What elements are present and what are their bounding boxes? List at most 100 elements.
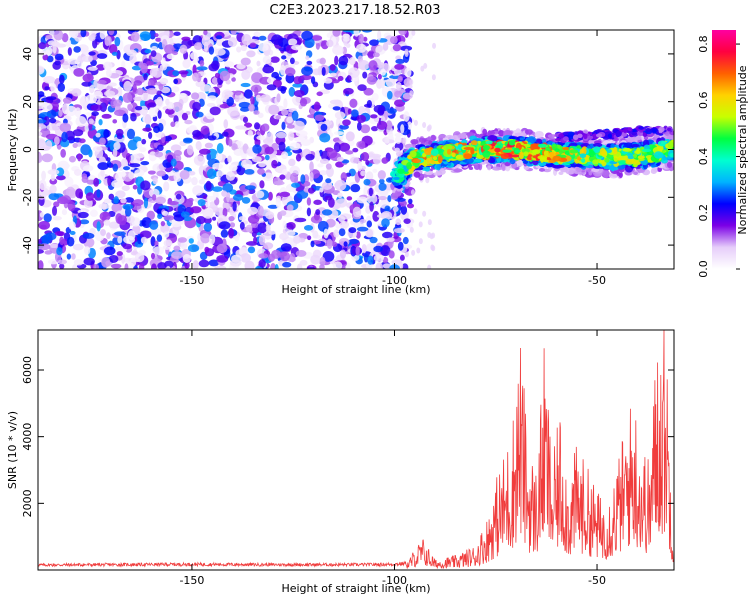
heatmap-cell — [315, 42, 320, 50]
heatmap-cell — [337, 75, 344, 82]
heatmap-cell — [293, 90, 305, 98]
heatmap-cell — [192, 72, 199, 82]
heatmap-cell — [134, 241, 144, 248]
heatmap-cell — [426, 137, 432, 141]
heatmap-cell — [73, 259, 84, 266]
heatmap-cell — [281, 55, 287, 60]
heatmap-cell — [155, 196, 166, 205]
heatmap-cell — [436, 162, 441, 171]
heatmap-cell — [363, 253, 369, 263]
heatmap-cell — [207, 95, 217, 101]
heatmap-cell — [375, 61, 385, 68]
heatmap-cell — [57, 82, 66, 92]
heatmap-cell — [323, 77, 333, 84]
heatmap-cell — [413, 171, 421, 178]
heatmap-cell — [310, 76, 316, 85]
heatmap-cell — [244, 122, 253, 128]
heatmap-cell — [397, 75, 404, 83]
heatmap-cell — [295, 153, 302, 162]
heatmap-cell — [270, 56, 280, 63]
heatmap-cell — [218, 221, 231, 230]
heatmap-cell — [150, 50, 157, 58]
heatmap-cell — [285, 238, 291, 244]
heatmap-cell — [667, 141, 674, 149]
heatmap-cell — [384, 205, 391, 213]
heatmap-cell — [113, 196, 119, 204]
heatmap-cell — [171, 86, 180, 93]
heatmap-cell — [38, 220, 51, 230]
heatmap-cell — [251, 231, 257, 238]
heatmap-cell — [256, 135, 266, 141]
heatmap-cell — [273, 180, 285, 186]
heatmap-cell — [343, 87, 354, 95]
heatmap-cell — [129, 54, 137, 64]
heatmap-cell — [406, 203, 415, 209]
heatmap-cell — [61, 33, 69, 43]
heatmap-cell — [393, 227, 405, 234]
heatmap-cell — [350, 184, 361, 193]
heatmap-cell — [86, 179, 96, 185]
heatmap-cell — [81, 176, 89, 184]
heatmap-cell — [68, 221, 76, 231]
heatmap-cell — [474, 133, 481, 138]
heatmap-cell — [240, 82, 251, 88]
heatmap-cell — [144, 48, 152, 54]
heatmap-cell — [55, 167, 65, 177]
heatmap-cell — [526, 136, 537, 144]
heatmap-cell — [258, 253, 269, 259]
heatmap-cell — [100, 229, 106, 237]
heatmap-cell — [104, 35, 111, 47]
heatmap-cell — [139, 31, 152, 41]
heatmap-cell — [229, 207, 234, 216]
heatmap-cell — [58, 109, 63, 117]
heatmap-cell — [437, 155, 443, 164]
heatmap-cell — [487, 130, 496, 136]
heatmap-cell — [257, 222, 268, 234]
heatmap-cell — [192, 64, 197, 75]
heatmap-cell — [602, 140, 610, 145]
heatmap-cell — [53, 201, 60, 208]
heatmap-cell — [300, 74, 312, 81]
heatmap-cell — [319, 187, 324, 193]
heatmap-cell — [156, 96, 163, 107]
heatmap-cell — [206, 195, 217, 201]
heatmap-cell — [612, 147, 618, 155]
heatmap-cell — [130, 31, 140, 42]
heatmap-cell — [195, 140, 202, 151]
heatmap-cell — [418, 221, 423, 228]
heatmap-cell — [203, 30, 208, 36]
heatmap-cell — [204, 142, 214, 149]
heatmap-cell — [72, 129, 84, 137]
heatmap-cell — [180, 211, 190, 218]
heatmap-cell — [453, 168, 463, 173]
heatmap-cell — [206, 168, 217, 179]
heatmap-cell — [255, 94, 262, 102]
heatmap-cell — [138, 263, 145, 269]
heatmap-cell — [634, 150, 641, 154]
heatmap-cell — [288, 158, 296, 167]
heatmap-cell — [339, 213, 352, 220]
heatmap-cell — [657, 140, 667, 147]
heatmap-cell — [146, 60, 155, 66]
heatmap-cell — [45, 34, 53, 40]
heatmap-cell — [150, 252, 155, 260]
heatmap-cell — [335, 198, 348, 208]
heatmap-cell — [89, 84, 95, 94]
heatmap-cell — [626, 152, 634, 157]
heatmap-cell — [418, 137, 425, 143]
heatmap-cell — [324, 195, 333, 201]
heatmap-cell — [633, 153, 638, 159]
heatmap-points — [38, 30, 674, 269]
heatmap-cell — [352, 206, 362, 218]
heatmap-cell — [163, 231, 170, 238]
heatmap-cell — [82, 232, 95, 239]
heatmap-cell — [310, 254, 321, 265]
heatmap-cell — [122, 92, 133, 103]
heatmap-cell — [119, 172, 127, 177]
heatmap-cell — [200, 233, 211, 244]
heatmap-cell — [279, 210, 287, 216]
heatmap-cell — [400, 45, 413, 52]
heatmap-cell — [265, 224, 271, 233]
